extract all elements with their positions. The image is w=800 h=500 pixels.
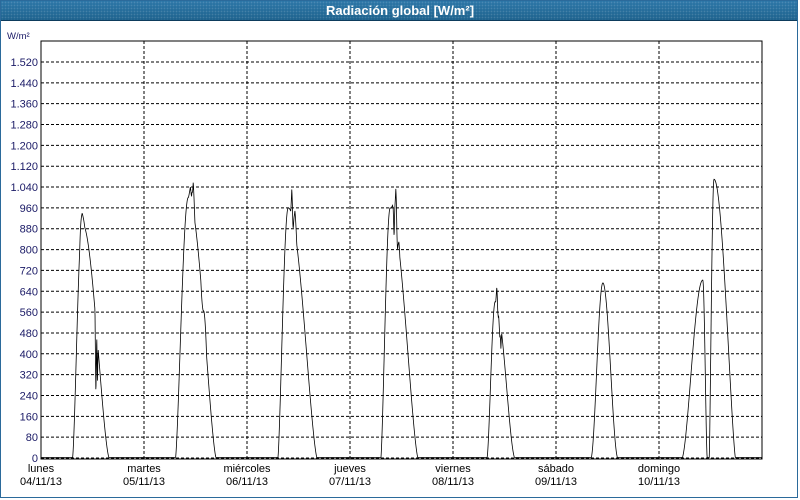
svg-text:10/11/13: 10/11/13 <box>638 476 680 488</box>
svg-text:W/m²: W/m² <box>7 31 30 42</box>
svg-text:martes: martes <box>127 463 161 475</box>
svg-text:1.360: 1.360 <box>10 99 38 111</box>
svg-text:1.040: 1.040 <box>10 182 38 194</box>
svg-text:1.280: 1.280 <box>10 120 38 132</box>
svg-text:1.520: 1.520 <box>10 57 38 69</box>
svg-text:lunes: lunes <box>28 463 55 475</box>
svg-text:domingo: domingo <box>638 463 680 475</box>
svg-text:08/11/13: 08/11/13 <box>432 476 474 488</box>
svg-text:1.440: 1.440 <box>10 78 38 90</box>
svg-text:720: 720 <box>20 265 38 277</box>
svg-text:miércoles: miércoles <box>223 463 271 475</box>
svg-text:240: 240 <box>20 390 38 402</box>
svg-text:07/11/13: 07/11/13 <box>329 476 371 488</box>
svg-text:480: 480 <box>20 328 38 340</box>
svg-text:640: 640 <box>20 286 38 298</box>
svg-text:560: 560 <box>20 307 38 319</box>
svg-text:800: 800 <box>20 245 38 257</box>
svg-text:160: 160 <box>20 411 38 423</box>
svg-text:1.200: 1.200 <box>10 140 38 152</box>
svg-text:960: 960 <box>20 203 38 215</box>
svg-text:04/11/13: 04/11/13 <box>20 476 62 488</box>
svg-text:06/11/13: 06/11/13 <box>226 476 268 488</box>
svg-text:05/11/13: 05/11/13 <box>123 476 165 488</box>
svg-text:viernes: viernes <box>435 463 471 475</box>
svg-text:400: 400 <box>20 349 38 361</box>
svg-text:jueves: jueves <box>333 463 366 475</box>
svg-text:320: 320 <box>20 370 38 382</box>
svg-text:80: 80 <box>26 432 38 444</box>
svg-text:1.120: 1.120 <box>10 161 38 173</box>
svg-text:09/11/13: 09/11/13 <box>535 476 577 488</box>
svg-text:880: 880 <box>20 224 38 236</box>
svg-text:sábado: sábado <box>538 463 574 475</box>
